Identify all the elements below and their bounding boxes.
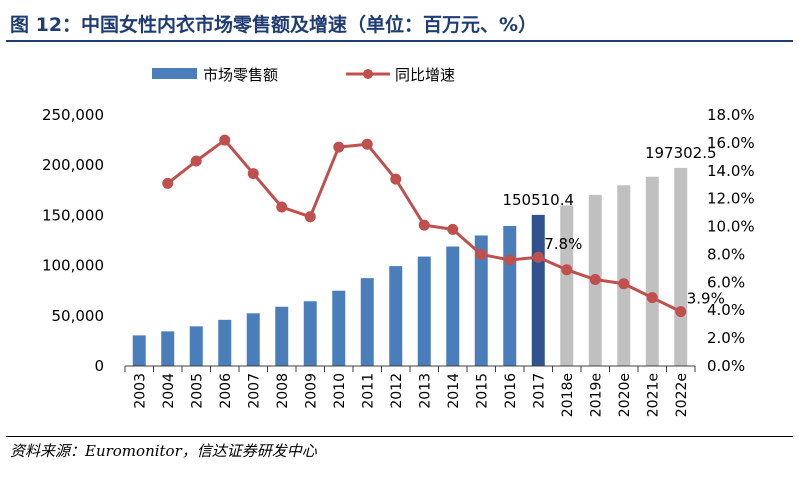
bar [303, 301, 317, 366]
left-tick-label: 100,000 [42, 257, 104, 275]
bar [246, 313, 260, 366]
data-label: 197302.5 [645, 144, 717, 162]
right-tick-label: 8.0% [707, 245, 745, 263]
growth-point [475, 248, 487, 260]
x-tick-label: 2020e [617, 373, 633, 417]
bar [531, 214, 545, 366]
left-y-axis: 0 50,000 100,000 150,000 200,000 250,000 [42, 106, 104, 375]
bar [674, 167, 688, 366]
bar [132, 335, 146, 366]
right-tick-label: 16.0% [707, 134, 755, 152]
left-tick-label: 50,000 [52, 307, 105, 325]
x-tick-label: 2013 [417, 373, 433, 409]
growth-point [162, 177, 174, 189]
right-tick-label: 2.0% [707, 329, 745, 347]
left-tick-label: 200,000 [42, 156, 104, 174]
source-note: 资料来源：Euromonitor，信达证券研发中心 [10, 442, 317, 460]
right-y-axis: 0.0% 2.0% 4.0% 6.0% 8.0% 10.0% 12.0% 14.0% 16.0%… [707, 106, 755, 375]
x-tick-label: 2017 [531, 373, 547, 409]
growth-point [618, 278, 630, 290]
chart-legend: 市场零售额 同比增速 [152, 66, 455, 84]
bar [218, 319, 232, 366]
chart-annotations: 150510.4 197302.5 7.8% 3.9% [502, 144, 724, 308]
left-tick-label: 150,000 [42, 206, 104, 224]
growth-point [247, 168, 259, 180]
right-tick-label: 6.0% [707, 273, 745, 291]
x-tick-label: 2012 [389, 373, 405, 409]
bar [560, 205, 574, 366]
bar [645, 176, 659, 366]
x-tick-label: 2006 [218, 373, 234, 409]
legend-line-marker [363, 69, 373, 79]
right-tick-label: 18.0% [707, 106, 755, 124]
figure-title: 图 12：中国女性内衣市场零售额及增速（单位：百万元、%） [10, 14, 538, 36]
x-tick-label: 2011 [360, 373, 376, 409]
chart: 市场零售额 同比增速 0 50,000 100,000 150,000 200,000 2… [42, 66, 755, 417]
bar [446, 246, 460, 366]
bar [474, 235, 488, 366]
bar [503, 225, 517, 366]
x-tick-label: 2004 [161, 373, 177, 409]
growth-point [390, 173, 402, 185]
growth-point [276, 201, 288, 213]
x-tick-label: 2007 [246, 373, 262, 409]
x-tick-label: 2003 [132, 373, 148, 409]
growth-point [646, 292, 658, 304]
x-tick-label: 2018e [560, 373, 576, 417]
growth-point [333, 141, 345, 153]
x-tick-label: 2015 [474, 373, 490, 409]
x-tick-label: 2016 [503, 373, 519, 409]
bar [417, 256, 431, 366]
x-tick-label: 2008 [275, 373, 291, 409]
bar [275, 306, 289, 366]
x-tick-label: 2014 [446, 373, 462, 409]
right-tick-label: 4.0% [707, 301, 745, 319]
growth-point [561, 264, 573, 276]
x-tick-label: 2019e [588, 373, 604, 417]
right-tick-label: 14.0% [707, 162, 755, 180]
left-tick-label: 250,000 [42, 106, 104, 124]
left-tick-label: 0 [94, 357, 104, 375]
line-series [162, 134, 687, 318]
x-tick-label: 2005 [189, 373, 205, 409]
growth-point [304, 211, 316, 223]
bar-series [132, 167, 688, 366]
bar [189, 326, 203, 366]
x-tick-label: 2009 [303, 373, 319, 409]
growth-point [447, 223, 459, 235]
legend-bar-label: 市场零售额 [203, 66, 278, 84]
growth-point [589, 274, 601, 286]
growth-point [190, 155, 202, 167]
x-tick-label: 2010 [332, 373, 348, 409]
title-divider [6, 40, 793, 42]
legend-bar-swatch [152, 68, 197, 79]
legend-line-label: 同比增速 [395, 66, 455, 84]
growth-point [675, 306, 687, 318]
growth-point [532, 251, 544, 263]
right-tick-label: 10.0% [707, 218, 755, 236]
source-divider [6, 436, 793, 437]
data-label: 3.9% [687, 290, 725, 308]
x-axis: 2003 2004 2005 2006 2007 2008 2009 2010 2011 2012… [124, 365, 696, 417]
bar [332, 290, 346, 366]
x-tick-label: 2021e [645, 373, 661, 417]
growth-point [504, 254, 516, 266]
growth-point [418, 219, 430, 231]
bar [360, 278, 374, 366]
growth-point [361, 138, 373, 150]
right-tick-label: 0.0% [707, 357, 745, 375]
data-label: 150510.4 [502, 191, 574, 209]
right-tick-label: 12.0% [707, 190, 755, 208]
x-tick-label: 2022e [674, 373, 690, 417]
bar [161, 331, 175, 366]
data-label: 7.8% [544, 235, 582, 253]
bar [617, 185, 631, 366]
growth-point [219, 134, 231, 146]
bar [389, 266, 403, 366]
